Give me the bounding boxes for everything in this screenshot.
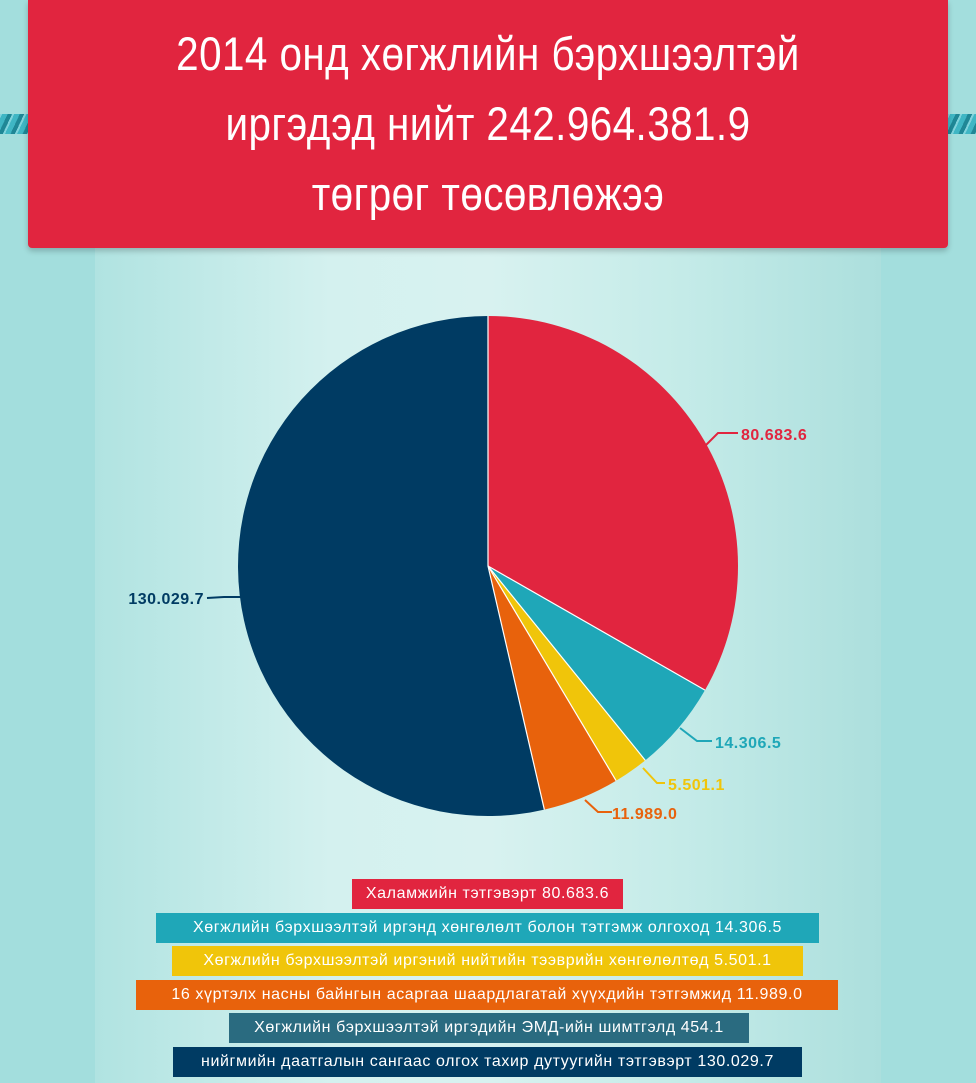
slice-separator bbox=[487, 565, 545, 810]
legend-item: 16 хүртэлх насны байнгын асаргаа шаардла… bbox=[136, 979, 838, 1010]
legend: Халамжийн тэтгэвэрт 80.683.6 Хөгжлийн бэр… bbox=[0, 879, 976, 1079]
leader-line bbox=[206, 596, 241, 599]
slice-separator bbox=[487, 565, 706, 691]
slice-separator bbox=[487, 565, 646, 761]
data-label: 14.306.5 bbox=[715, 735, 781, 752]
pie-chart: 80.683.6 14.306.5 5.501.1 11.989.0 130.029.7 bbox=[128, 316, 807, 823]
chart-title: 2014 онд хөгжлийн бэрхшээлтэй иргэдэд ни… bbox=[176, 27, 800, 220]
data-label: 11.989.0 bbox=[612, 806, 677, 823]
leader-line bbox=[642, 767, 665, 784]
legend-item: Хөгжлийн бэрхшээлтэй иргэнд хөнгөлөлт бо… bbox=[156, 912, 819, 943]
slice-separator bbox=[487, 565, 617, 781]
data-labels: 80.683.6 14.306.5 5.501.1 11.989.0 130.029.7 bbox=[128, 427, 807, 823]
pie-slice bbox=[488, 566, 646, 781]
leader-line bbox=[679, 727, 712, 742]
legend-item: Халамжийн тэтгэвэрт 80.683.6 bbox=[352, 879, 623, 909]
pie-slice bbox=[488, 316, 738, 691]
legend-item: нийгмийн даатгалын сангаас олгох тахир д… bbox=[173, 1046, 802, 1077]
pie-slice bbox=[488, 566, 617, 810]
data-label: 80.683.6 bbox=[741, 427, 807, 444]
leader-line bbox=[584, 799, 612, 813]
title-banner: 2014 онд хөгжлийн бэрхшээлтэй иргэдэд ни… bbox=[28, 0, 948, 248]
leader-line bbox=[705, 432, 738, 446]
legend-item: Хөгжлийн бэрхшээлтэй иргэний нийтийн тээ… bbox=[172, 946, 803, 976]
pie-slice bbox=[238, 316, 545, 816]
leader-lines bbox=[206, 432, 738, 813]
pie-slice bbox=[488, 566, 705, 761]
pie-slices bbox=[238, 316, 738, 816]
legend-item: Хөгжлийн бэрхшээлтэй иргэдийн ЭМД-ийн ши… bbox=[229, 1013, 749, 1043]
data-label: 5.501.1 bbox=[668, 777, 725, 794]
data-label: 130.029.7 bbox=[128, 591, 204, 608]
